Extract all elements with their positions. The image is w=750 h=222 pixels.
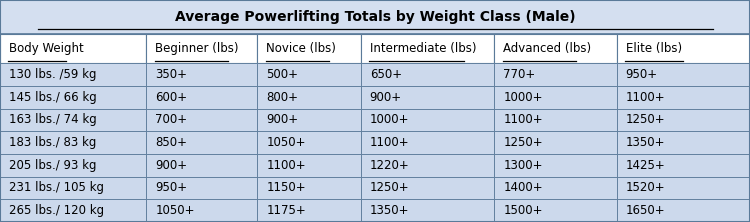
Bar (616, 86, 750, 109)
Bar (0, 131, 146, 154)
Text: 1350+: 1350+ (370, 204, 410, 217)
Text: 350+: 350+ (155, 68, 188, 81)
Bar (616, 199, 750, 222)
Bar (257, 63, 361, 86)
Bar (146, 34, 257, 63)
Text: 1100+: 1100+ (503, 113, 543, 127)
Bar (494, 34, 616, 63)
Bar (494, 109, 616, 131)
Text: 1050+: 1050+ (155, 204, 195, 217)
Text: Beginner (lbs): Beginner (lbs) (155, 42, 238, 55)
Bar (361, 177, 494, 199)
Text: 1050+: 1050+ (266, 136, 306, 149)
Bar (146, 63, 257, 86)
Bar (146, 131, 257, 154)
Bar (494, 131, 616, 154)
Bar (146, 154, 257, 177)
Text: 163 lbs./ 74 kg: 163 lbs./ 74 kg (9, 113, 97, 127)
Text: 770+: 770+ (503, 68, 536, 81)
Bar (616, 131, 750, 154)
Bar (494, 199, 616, 222)
Bar (361, 63, 494, 86)
Bar (257, 34, 361, 63)
Text: 1650+: 1650+ (626, 204, 665, 217)
Bar (0, 86, 146, 109)
Bar (616, 63, 750, 86)
Bar (257, 199, 361, 222)
Bar (0, 34, 146, 63)
Bar (361, 199, 494, 222)
Text: Elite (lbs): Elite (lbs) (626, 42, 682, 55)
Text: 205 lbs./ 93 kg: 205 lbs./ 93 kg (9, 159, 97, 172)
Text: Intermediate (lbs): Intermediate (lbs) (370, 42, 476, 55)
Text: 183 lbs./ 83 kg: 183 lbs./ 83 kg (9, 136, 96, 149)
Text: 1350+: 1350+ (626, 136, 665, 149)
Text: 1000+: 1000+ (370, 113, 410, 127)
Text: 1400+: 1400+ (503, 182, 543, 194)
Text: 1500+: 1500+ (503, 204, 543, 217)
Text: 1220+: 1220+ (370, 159, 410, 172)
Bar (0, 0, 750, 34)
Text: 900+: 900+ (266, 113, 298, 127)
Text: Body Weight: Body Weight (9, 42, 84, 55)
Text: 1100+: 1100+ (266, 159, 306, 172)
Text: Novice (lbs): Novice (lbs) (266, 42, 336, 55)
Bar (257, 109, 361, 131)
Bar (0, 109, 146, 131)
Bar (616, 177, 750, 199)
Bar (0, 199, 146, 222)
Bar (616, 34, 750, 63)
Text: 950+: 950+ (626, 68, 658, 81)
Text: 500+: 500+ (266, 68, 298, 81)
Bar (257, 131, 361, 154)
Bar (146, 177, 257, 199)
Text: 1300+: 1300+ (503, 159, 543, 172)
Bar (257, 177, 361, 199)
Bar (0, 154, 146, 177)
Text: 950+: 950+ (155, 182, 188, 194)
Bar (361, 109, 494, 131)
Bar (146, 199, 257, 222)
Bar (494, 177, 616, 199)
Text: 130 lbs. /59 kg: 130 lbs. /59 kg (9, 68, 97, 81)
Text: 265 lbs./ 120 kg: 265 lbs./ 120 kg (9, 204, 104, 217)
Bar (361, 86, 494, 109)
Bar (146, 109, 257, 131)
Text: 1425+: 1425+ (626, 159, 665, 172)
Bar (0, 63, 146, 86)
Text: 1250+: 1250+ (503, 136, 543, 149)
Text: 850+: 850+ (155, 136, 188, 149)
Bar (616, 109, 750, 131)
Text: 650+: 650+ (370, 68, 402, 81)
Text: 1175+: 1175+ (266, 204, 306, 217)
Text: 800+: 800+ (266, 91, 298, 104)
Bar (257, 154, 361, 177)
Bar (494, 86, 616, 109)
Text: 1150+: 1150+ (266, 182, 306, 194)
Text: 900+: 900+ (155, 159, 188, 172)
Text: 231 lbs./ 105 kg: 231 lbs./ 105 kg (9, 182, 104, 194)
Bar (146, 86, 257, 109)
Bar (494, 63, 616, 86)
Text: 1250+: 1250+ (626, 113, 665, 127)
Bar (616, 154, 750, 177)
Text: 600+: 600+ (155, 91, 188, 104)
Text: 145 lbs./ 66 kg: 145 lbs./ 66 kg (9, 91, 97, 104)
Bar (361, 154, 494, 177)
Text: 700+: 700+ (155, 113, 188, 127)
Bar (361, 34, 494, 63)
Bar (257, 86, 361, 109)
Bar (494, 154, 616, 177)
Text: 900+: 900+ (370, 91, 402, 104)
Bar (0, 177, 146, 199)
Text: 1000+: 1000+ (503, 91, 543, 104)
Text: 1100+: 1100+ (626, 91, 665, 104)
Text: 1250+: 1250+ (370, 182, 410, 194)
Bar (361, 131, 494, 154)
Text: Average Powerlifting Totals by Weight Class (Male): Average Powerlifting Totals by Weight Cl… (175, 10, 575, 24)
Text: Advanced (lbs): Advanced (lbs) (503, 42, 591, 55)
Text: 1520+: 1520+ (626, 182, 665, 194)
Text: 1100+: 1100+ (370, 136, 410, 149)
